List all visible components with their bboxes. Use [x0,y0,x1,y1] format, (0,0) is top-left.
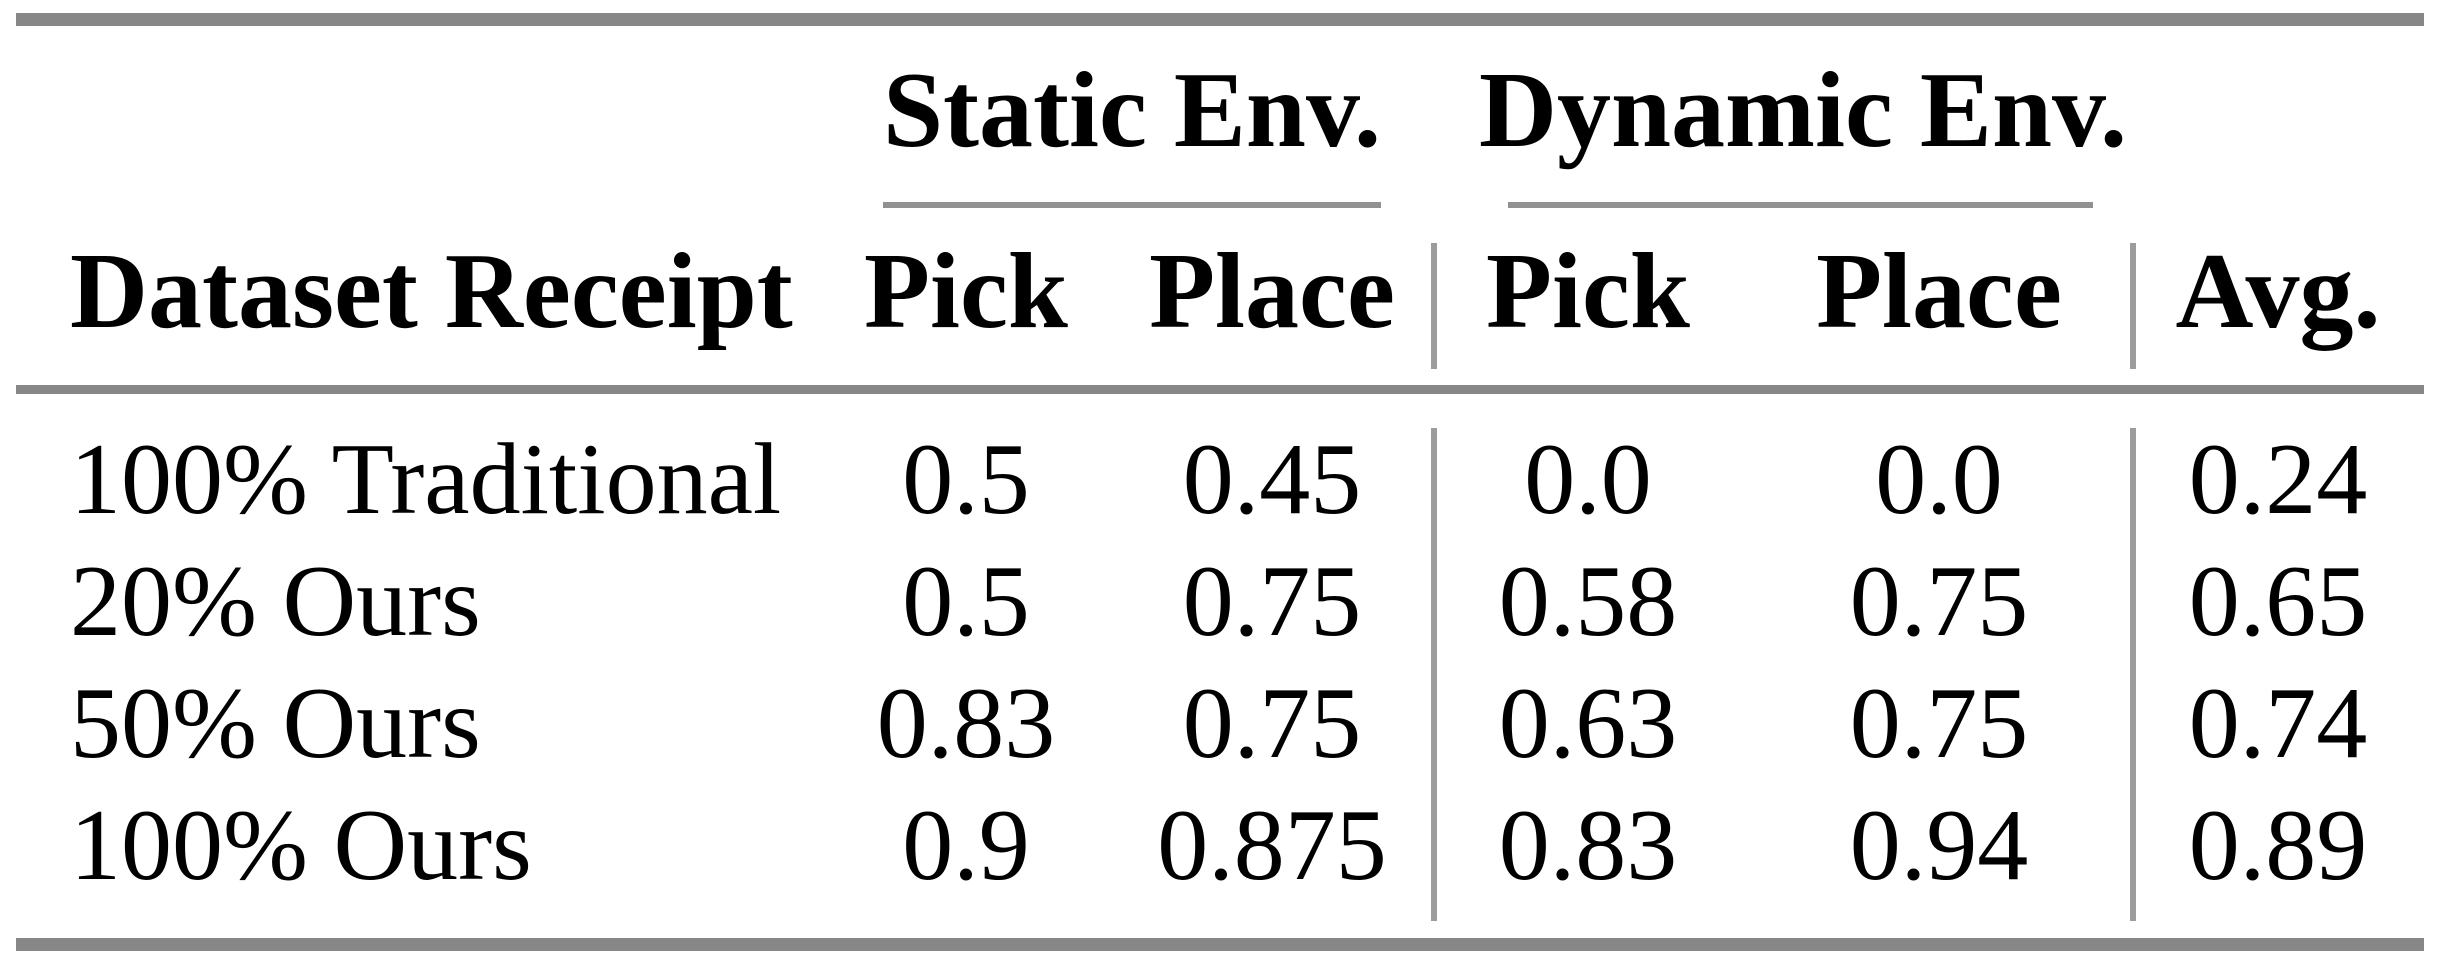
row-label: 20% Ours [70,545,481,658]
cell-value: 0.83 [1498,789,1678,902]
static-group-underline [883,202,1381,208]
cell-value: 0.74 [2188,667,2368,780]
dynamic-group-underline [1508,202,2093,208]
vertical-divider-2-body [2130,428,2136,921]
cell-value: 0.75 [1849,667,2029,780]
cell-value: 0.0 [1875,423,2003,536]
header-avg: Avg. [2175,232,2381,351]
column-group-dynamic-env: Dynamic Env. [1478,51,2128,170]
header-dynamic-place: Place [1816,232,2062,351]
column-group-static-env: Static Env. [882,51,1382,170]
table-bottom-rule [16,938,2424,951]
vertical-divider-2-header [2130,243,2136,369]
table-header-rule [16,385,2424,394]
cell-value: 0.75 [1182,667,1362,780]
cell-value: 0.9 [902,789,1030,902]
cell-value: 0.83 [876,667,1056,780]
header-dataset-receipt: Dataset Receipt [70,232,793,351]
vertical-divider-1-header [1431,243,1437,369]
cell-value: 0.75 [1182,545,1362,658]
cell-value: 0.5 [902,545,1030,658]
header-dynamic-pick: Pick [1486,232,1690,351]
row-label: 100% Ours [70,789,532,902]
cell-value: 0.75 [1849,545,2029,658]
cell-value: 0.0 [1524,423,1652,536]
cell-value: 0.63 [1498,667,1678,780]
row-label: 100% Traditional [70,423,782,536]
cell-value: 0.65 [2188,545,2368,658]
cell-value: 0.94 [1849,789,2029,902]
vertical-divider-1-body [1431,428,1437,921]
header-static-place: Place [1149,232,1395,351]
cell-value: 0.24 [2188,423,2368,536]
cell-value: 0.5 [902,423,1030,536]
table-top-rule [16,13,2424,26]
cell-value: 0.58 [1498,545,1678,658]
cell-value: 0.45 [1182,423,1362,536]
header-static-pick: Pick [864,232,1068,351]
cell-value: 0.875 [1157,789,1387,902]
cell-value: 0.89 [2188,789,2368,902]
row-label: 50% Ours [70,667,481,780]
